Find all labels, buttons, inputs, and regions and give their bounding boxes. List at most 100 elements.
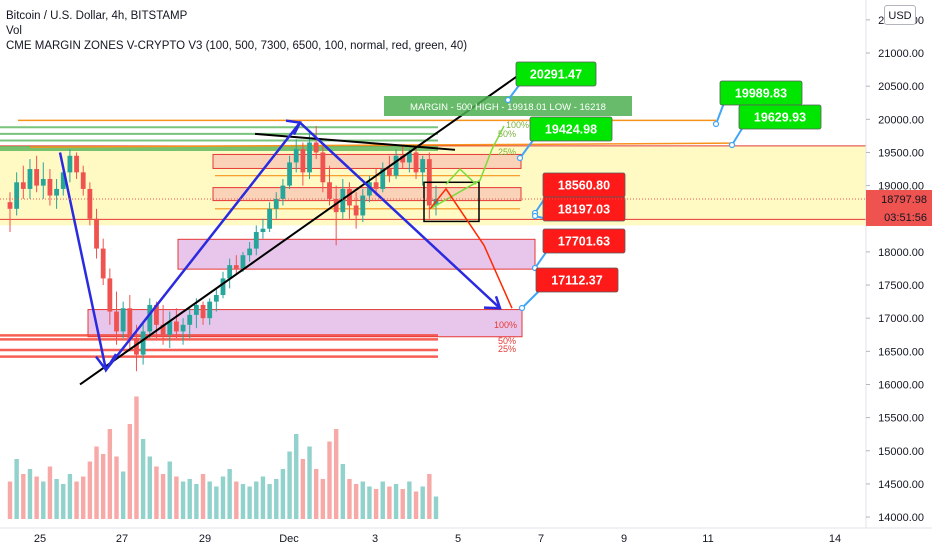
last-price-label: 18797.98 bbox=[881, 194, 927, 206]
volume-bar bbox=[227, 469, 232, 519]
candle-body bbox=[40, 178, 46, 186]
candle-body bbox=[360, 195, 366, 216]
price-callout-box[interactable] bbox=[542, 196, 626, 222]
volume-bar bbox=[393, 484, 399, 519]
volume-bar bbox=[254, 481, 259, 519]
volume-bar bbox=[87, 461, 93, 519]
price-callout-box[interactable] bbox=[515, 61, 597, 87]
orange-level-line bbox=[29, 142, 733, 148]
time-tick-label: Dec bbox=[279, 533, 299, 545]
volume-bar bbox=[367, 486, 372, 519]
volume-bar bbox=[114, 456, 119, 519]
symbol-title[interactable]: Bitcoin / U.S. Dollar, 4h, BITSTAMP bbox=[6, 10, 188, 22]
countdown-badge bbox=[866, 208, 932, 227]
volume-bar bbox=[160, 474, 166, 519]
price-callout-box[interactable] bbox=[542, 228, 626, 254]
volume-bar bbox=[347, 479, 352, 519]
candle-body bbox=[307, 142, 312, 173]
indicator-title[interactable]: CME MARGIN ZONES V-CRYPTO V3 (100, 500, … bbox=[6, 40, 468, 52]
callout-pointer bbox=[521, 289, 541, 309]
volume-bar bbox=[61, 484, 66, 519]
volume-bar bbox=[47, 466, 53, 519]
volume-bar bbox=[174, 476, 179, 519]
time-tick-label: 7 bbox=[538, 533, 544, 545]
candle-body bbox=[167, 321, 173, 335]
time-tick-label: 11 bbox=[702, 533, 713, 545]
callout-pointer bbox=[534, 250, 548, 269]
volume-bar bbox=[27, 469, 33, 519]
callout-pointer bbox=[519, 138, 535, 159]
volume-indicator-label[interactable]: Vol bbox=[6, 25, 22, 37]
price-tick-label: 17500.00 bbox=[878, 280, 924, 292]
volume-bar bbox=[373, 489, 379, 519]
price-tick-label: 15000.00 bbox=[878, 446, 924, 458]
volume-bar bbox=[140, 439, 146, 519]
candle-body bbox=[227, 265, 233, 279]
price-callout-box[interactable] bbox=[535, 267, 619, 293]
volume-bar bbox=[327, 441, 332, 519]
volume-bar bbox=[294, 434, 299, 519]
volume-bar bbox=[200, 474, 206, 519]
volume-bar bbox=[247, 486, 252, 519]
candle-body bbox=[373, 182, 379, 189]
price-tick-label: 16500.00 bbox=[878, 346, 924, 358]
candle-body bbox=[47, 178, 53, 196]
volume-bar bbox=[7, 481, 13, 519]
time-axis[interactable] bbox=[0, 528, 866, 550]
blue-arrowhead bbox=[483, 295, 502, 310]
volume-bar bbox=[147, 456, 152, 519]
volume-bar bbox=[240, 484, 246, 519]
volume-bar bbox=[360, 481, 365, 519]
candle-body bbox=[380, 169, 386, 189]
price-callout-value: 17701.63 bbox=[558, 235, 610, 249]
volume-bar bbox=[420, 486, 425, 519]
blue-wave-drawing[interactable] bbox=[58, 120, 501, 373]
zone-percent-label: 100% bbox=[506, 120, 529, 130]
volume-bar bbox=[340, 464, 346, 519]
volume-bar bbox=[427, 474, 432, 519]
candle-body bbox=[54, 188, 59, 196]
zone-percent-label: 25% bbox=[498, 344, 516, 354]
volume-bar bbox=[387, 486, 392, 519]
volume-bar bbox=[260, 476, 266, 519]
candle-body bbox=[413, 152, 419, 173]
volume-bar bbox=[353, 484, 359, 519]
currency-button[interactable]: USD bbox=[884, 5, 916, 25]
volume-bar bbox=[280, 469, 286, 519]
candle-body bbox=[367, 182, 372, 196]
callout-anchor bbox=[728, 141, 736, 149]
price-axis[interactable] bbox=[866, 0, 932, 550]
volume-bar bbox=[300, 459, 306, 519]
candle-body bbox=[20, 182, 26, 189]
purple-zone-lower bbox=[87, 309, 523, 338]
projection-box[interactable] bbox=[423, 181, 480, 223]
candle-body bbox=[393, 155, 399, 176]
volume-bar bbox=[267, 484, 272, 519]
candle-body bbox=[253, 232, 259, 249]
margin-zone-label: MARGIN - 500 HIGH - 19918.01 LOW - 16218 bbox=[410, 102, 606, 113]
candle-body bbox=[207, 301, 213, 319]
candle-body bbox=[287, 162, 292, 186]
candle-body bbox=[94, 218, 99, 249]
volume-bar bbox=[67, 474, 73, 519]
candle-body bbox=[187, 314, 193, 325]
price-tick-label: 14000.00 bbox=[878, 512, 924, 524]
price-callout-box[interactable] bbox=[738, 104, 822, 130]
candle-body bbox=[313, 142, 319, 153]
candle-body bbox=[87, 188, 93, 219]
volume-bar bbox=[127, 424, 133, 519]
zone-percent-label: 50% bbox=[498, 336, 516, 346]
candle-body bbox=[154, 304, 159, 325]
price-callout-value: 19989.83 bbox=[735, 87, 787, 101]
volume-bar bbox=[274, 479, 279, 519]
volume-bar bbox=[333, 429, 339, 519]
uptrend-line[interactable] bbox=[79, 73, 521, 386]
price-callout-box[interactable] bbox=[529, 116, 613, 142]
candle-body bbox=[220, 278, 226, 295]
volume-bar bbox=[107, 429, 113, 519]
candle-body bbox=[74, 155, 79, 173]
volume-bar bbox=[407, 481, 412, 519]
candle-body bbox=[247, 248, 253, 256]
